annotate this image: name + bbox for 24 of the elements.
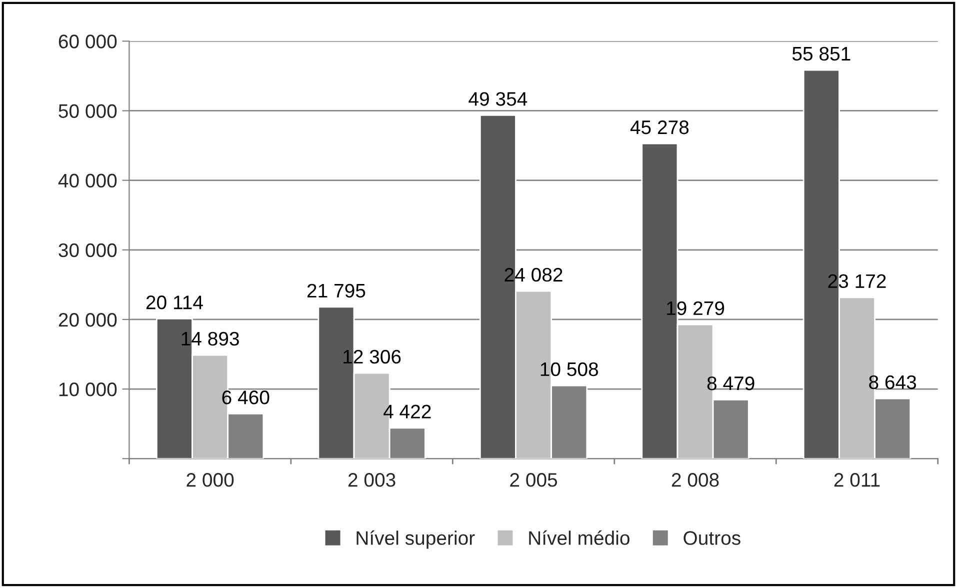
- data-label: 6 460: [222, 390, 270, 404]
- legend-label: Nível médio: [529, 530, 630, 545]
- legend-label: Nível superior: [356, 530, 475, 549]
- data-label: 8 643: [869, 375, 916, 390]
- x-tick-label: 2 008: [672, 473, 719, 487]
- x-tick-label: 2 005: [510, 473, 558, 487]
- x-tick-label: 2 003: [348, 473, 396, 487]
- data-label: 49 354: [468, 92, 528, 106]
- y-tick-label: 50 000: [58, 104, 117, 118]
- y-tick-label: 10 000: [59, 382, 117, 396]
- x-tick-label: 2 000: [186, 473, 234, 487]
- data-label: 21 795: [307, 284, 366, 298]
- y-tick-label: 60 000: [58, 34, 117, 48]
- data-label: 20 114: [146, 296, 203, 310]
- x-tick-label: 2 011: [834, 473, 880, 487]
- data-label: 55 851: [792, 46, 850, 61]
- data-label: 10 508: [540, 362, 598, 376]
- y-tick-label: 40 000: [58, 174, 117, 188]
- data-label: 8 479: [707, 376, 754, 390]
- y-tick-label: 20 000: [58, 312, 117, 327]
- y-tick-label: 30 000: [58, 243, 117, 258]
- data-label: 4 422: [383, 404, 431, 418]
- legend-label: Outros: [684, 531, 740, 545]
- data-label: 45 278: [630, 120, 689, 134]
